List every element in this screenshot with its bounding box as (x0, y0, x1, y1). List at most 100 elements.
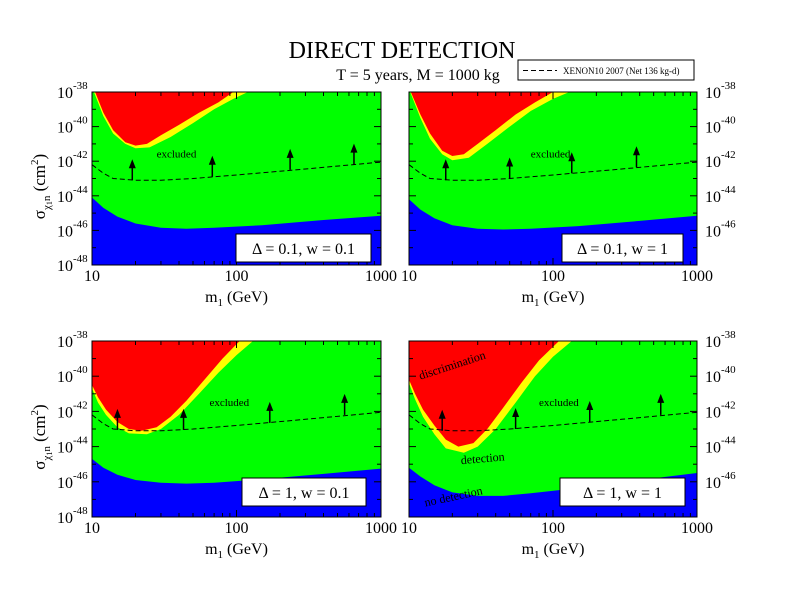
x-tick-label: 100 (541, 520, 565, 537)
parameter-box-label: Δ = 0.1, w = 0.1 (252, 241, 355, 258)
x-tick-label: 1000 (681, 268, 713, 285)
exclusion-arrow (632, 146, 640, 168)
discrimination-region (409, 341, 559, 447)
y-label-unit-close: ) (30, 404, 49, 410)
y-tick-exponent: -38 (73, 329, 88, 341)
exclusion-arrow (180, 408, 188, 430)
legend: XENON10 2007 (Net 136 kg-d) (517, 59, 695, 81)
y-label-subscript-n: n (41, 446, 53, 452)
y-label-unit-power: 2 (29, 410, 41, 416)
exclusion-arrow (286, 148, 294, 170)
x-axis-label: m1 (GeV) (522, 289, 585, 309)
xenon10-limit-line (409, 161, 697, 181)
arrow-head (512, 408, 520, 417)
arrow-head (438, 409, 446, 419)
y-tick-label: 10-46 (705, 218, 736, 240)
xenon10-limit-line (92, 161, 381, 181)
y-tick-label: 10-40 (705, 115, 736, 137)
exclusion-arrow (208, 155, 216, 177)
parameter-box-label: Δ = 0.1, w = 1 (577, 241, 668, 258)
figure-title: DIRECT DETECTION (289, 38, 516, 64)
exclusion-arrow (128, 159, 136, 181)
y-tick-label: 10-44 (57, 435, 88, 457)
y-tick-label: 10-42 (705, 399, 736, 421)
y-tick-exponent: -40 (721, 364, 736, 376)
arrow-head (286, 148, 294, 158)
y-axis-label: σχ1n (cm2) (29, 154, 54, 219)
y-tick-label: 10-38 (57, 80, 88, 102)
y-tick-exponent: -38 (721, 329, 736, 341)
y-axis-label: σχ1n (cm2) (29, 404, 54, 469)
y-label-unit-power: 2 (29, 159, 41, 165)
arrow-head (568, 152, 576, 162)
y-tick-exponent: -40 (73, 364, 88, 376)
discrimination-region (92, 92, 234, 146)
y-tick-exponent: -42 (73, 149, 88, 161)
y-tick-exponent: -38 (721, 80, 736, 92)
parameter-box (559, 477, 686, 507)
y-tick-label: 10-44 (57, 184, 88, 206)
x-tick-label: 100 (541, 268, 565, 285)
panel-top-right: excluded 10 100 1000 10-46 10-44 10-42 10-40 10-… (401, 80, 736, 309)
arrow-head (266, 401, 274, 411)
arrow-head (632, 146, 640, 156)
y-label-unit: (cm (30, 415, 49, 446)
x-axis-label: m1 (GeV) (522, 541, 585, 561)
parameter-box-label: Δ = 1, w = 0.1 (258, 485, 349, 502)
region-label: excluded (209, 397, 249, 409)
y-tick-label: 10-40 (705, 364, 736, 386)
x-label-unit: (GeV) (223, 541, 268, 558)
x-tick-label: 10 (401, 520, 417, 537)
y-label-subscript: χ (41, 456, 53, 462)
exclusion-arrow (506, 157, 514, 179)
y-tick-label: 10-42 (705, 149, 736, 171)
discrimination-region (409, 92, 553, 156)
y-tick-label: 10-38 (705, 80, 736, 102)
x-tick-label: 1000 (365, 268, 397, 285)
region-label: excluded (539, 397, 579, 409)
y-tick-label: 10-40 (57, 364, 88, 386)
parameter-box-label: Δ = 1, w = 1 (583, 485, 662, 502)
arrow-head (657, 393, 665, 403)
y-tick-label: 10-46 (57, 218, 88, 240)
x-tick-label: 100 (225, 520, 249, 537)
y-tick-exponent: -48 (73, 253, 88, 265)
arrow-head (506, 157, 514, 167)
y-tick-label: 10-42 (57, 149, 88, 171)
arrow-head (442, 159, 450, 169)
y-tick-exponent: -44 (73, 184, 88, 196)
xenon10-limit-line (409, 411, 697, 432)
region-label: excluded (157, 149, 197, 161)
arrow-head (350, 143, 358, 153)
parameter-box (241, 477, 367, 507)
exclusion-arrow (438, 409, 446, 431)
y-label-subscript: χ (41, 205, 53, 211)
y-tick-label: 10-40 (57, 115, 88, 137)
y-tick-exponent: -46 (721, 218, 736, 230)
y-label-unit: (cm (30, 165, 49, 196)
arrow-head (586, 400, 594, 410)
x-axis-label: m1 (GeV) (205, 289, 268, 309)
y-tick-exponent: -44 (73, 435, 88, 447)
y-tick-exponent: -46 (73, 218, 88, 230)
parameter-box (235, 233, 372, 263)
arrow-head (341, 393, 349, 403)
x-label-subscript: 1 (534, 549, 540, 561)
arrow-head (113, 408, 121, 418)
x-tick-label: 10 (84, 520, 100, 537)
y-tick-exponent: -44 (721, 435, 736, 447)
x-tick-label: 1000 (681, 520, 713, 537)
exclusion-arrow (657, 393, 665, 415)
y-tick-exponent: -40 (721, 115, 736, 127)
y-tick-exponent: -46 (73, 470, 88, 482)
exclusion-arrow (512, 408, 520, 429)
x-label-subscript: 1 (534, 297, 540, 309)
discrimination-region (92, 341, 240, 431)
x-label-subscript: 1 (218, 549, 224, 561)
exclusion-arrow (266, 401, 274, 423)
arrow-head (180, 408, 188, 418)
y-label-subsubscript: 1 (45, 452, 54, 456)
exclusion-arrow (442, 159, 450, 181)
legend-box (517, 59, 695, 81)
